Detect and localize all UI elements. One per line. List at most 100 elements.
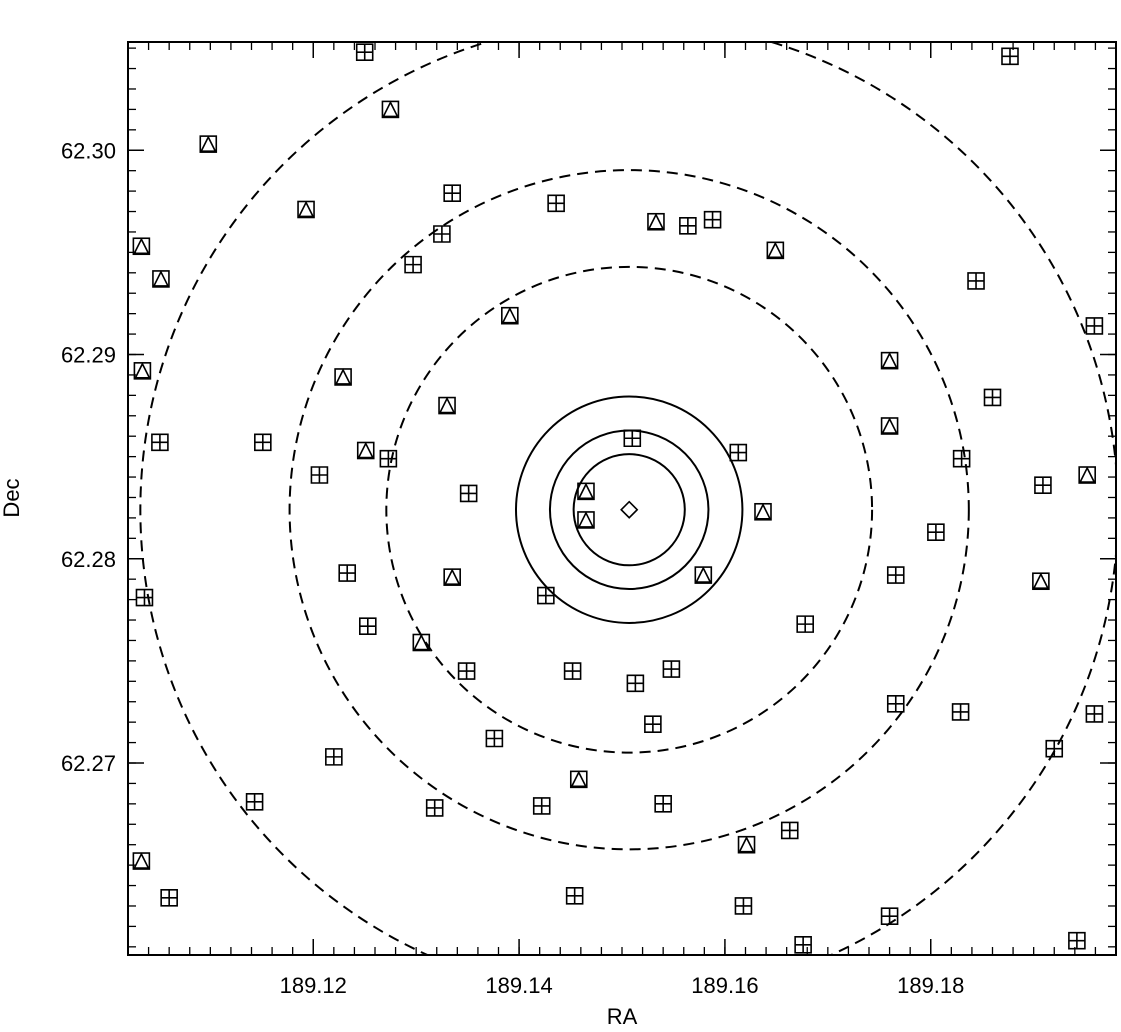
square-triangle-marker (694, 566, 713, 584)
marker-shape (796, 615, 814, 633)
square-cross-marker (880, 907, 899, 925)
radius-circles (139, 42, 1116, 955)
marker-shape (379, 449, 398, 468)
square-cross-marker (338, 564, 357, 582)
marker-triangle (695, 566, 712, 583)
marker-shape (1068, 931, 1086, 950)
plot-frame (127, 41, 1117, 956)
square-cross-marker (135, 588, 154, 607)
marker-shape (547, 194, 565, 213)
square-triangle-marker (647, 212, 665, 231)
marker-shape (459, 484, 478, 503)
square-triangle-marker (880, 351, 899, 370)
square-triangle-marker (501, 306, 519, 325)
x-axis-label: RA (607, 1004, 638, 1027)
square-triangle-marker (1032, 572, 1050, 591)
square-triangle-marker (754, 502, 772, 521)
axes (127, 41, 1117, 956)
marker-shape (886, 694, 905, 713)
marker-triangle (767, 241, 784, 259)
marker-shape (457, 662, 476, 680)
square-cross-marker (967, 272, 985, 290)
marker-shape (951, 703, 970, 721)
marker-shape (404, 255, 422, 274)
square-triangle-marker (880, 417, 899, 435)
x-tick-label: 189.12 (280, 973, 347, 998)
square-cross-marker (734, 897, 753, 915)
marker-shape (1001, 47, 1019, 66)
y-tick-label: 62.27 (61, 751, 116, 776)
square-triangle-marker (152, 270, 170, 288)
square-triangle-marker (569, 770, 588, 789)
square-cross-marker (1034, 476, 1052, 495)
marker-triangle (199, 135, 217, 152)
square-triangle-marker (297, 200, 315, 219)
dashed-radius-circle (139, 42, 1116, 955)
marker-triangle (413, 633, 430, 651)
marker-triangle (501, 306, 519, 324)
marker-shape (355, 43, 374, 62)
marker-shape (1034, 476, 1052, 495)
marker-shape (1045, 739, 1064, 758)
x-tick-label: 189.16 (691, 973, 758, 998)
marker-shape (662, 660, 681, 678)
square-triangle-marker (356, 441, 375, 460)
y-tick-label: 62.30 (61, 138, 116, 163)
marker-triangle (438, 396, 456, 414)
square-cross-marker (951, 703, 970, 721)
marker-shape (927, 523, 945, 542)
marker-shape (135, 588, 154, 607)
square-triangle-marker (133, 362, 152, 380)
square-triangle-marker (199, 135, 218, 153)
square-triangle-marker (412, 633, 431, 652)
center-marker (620, 500, 639, 519)
marker-shape (254, 433, 272, 452)
marker-shape (443, 184, 461, 202)
marker-shape (679, 217, 697, 235)
square-cross-marker (245, 793, 264, 811)
square-triangle-marker (577, 511, 595, 529)
marker-triangle (382, 100, 399, 118)
marker-shape (537, 586, 555, 605)
marker-triangle (133, 852, 150, 869)
square-cross-marker (886, 694, 905, 713)
square-cross-marker (952, 449, 971, 468)
square-cross-marker (662, 660, 681, 678)
marker-shape (886, 566, 905, 584)
square-triangle-marker (381, 100, 400, 119)
marker-shape (358, 617, 377, 635)
square-cross-marker (355, 43, 374, 62)
square-cross-marker (160, 889, 178, 907)
marker-shape (729, 443, 748, 462)
y-tick-label: 62.29 (61, 343, 116, 368)
marker-triangle (334, 368, 352, 385)
marker-shape (433, 225, 451, 243)
marker-triangle (133, 237, 150, 255)
square-cross-marker (433, 225, 451, 243)
marker-triangle (357, 441, 375, 459)
square-cross-marker (547, 194, 565, 213)
square-cross-marker (679, 217, 697, 235)
square-cross-marker (644, 715, 662, 733)
marker-shape (160, 889, 178, 907)
marker-shape (245, 793, 264, 811)
marker-shape (485, 729, 504, 748)
square-cross-marker (654, 795, 672, 813)
square-triangle-marker (577, 482, 595, 501)
marker-triangle (577, 482, 595, 500)
marker-triangle (881, 351, 898, 369)
square-cross-marker (358, 617, 377, 635)
square-cross-marker (1001, 47, 1019, 66)
marker-triangle (152, 270, 170, 287)
square-cross-marker (254, 433, 272, 452)
x-tick-label: 189.18 (897, 973, 964, 998)
marker-shape (644, 715, 662, 733)
square-triangle-marker (334, 368, 352, 386)
marker-shape (983, 388, 1002, 407)
marker-shape (325, 748, 343, 766)
dashed-radius-circle (288, 169, 970, 851)
marker-triangle (134, 362, 151, 379)
square-cross-marker (626, 674, 645, 693)
